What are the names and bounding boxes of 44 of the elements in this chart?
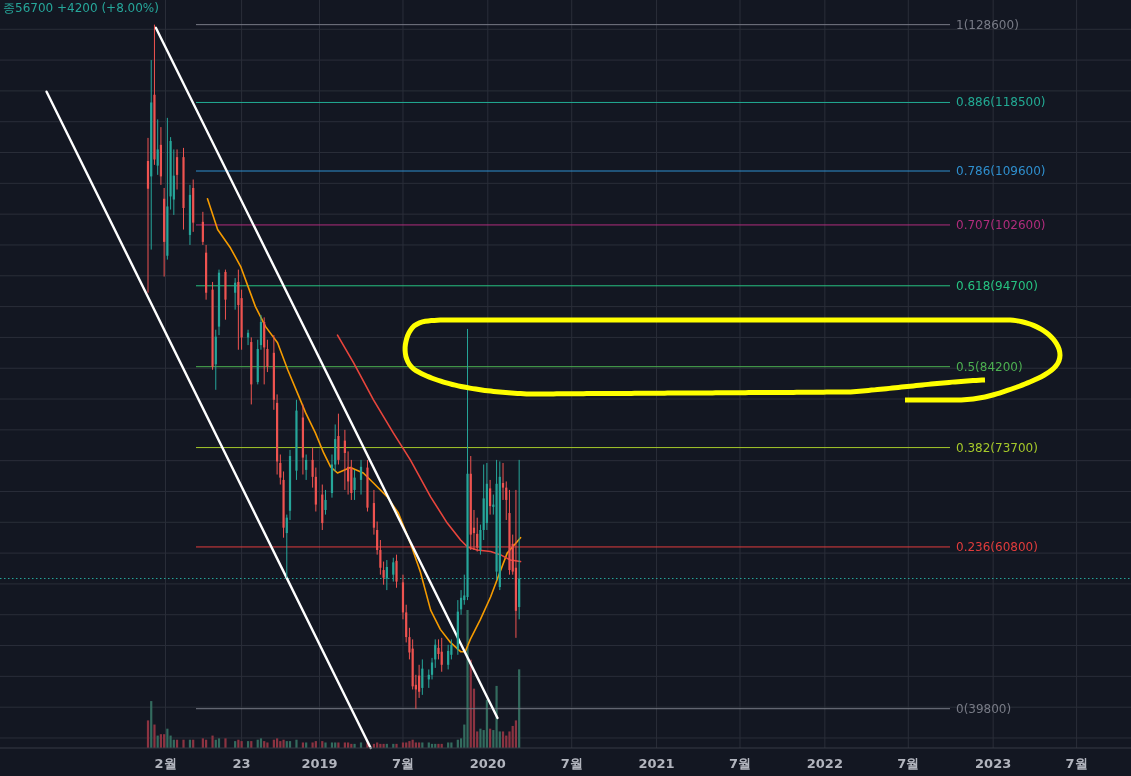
candlestick bbox=[324, 489, 327, 516]
x-tick-label: 2022 bbox=[806, 756, 843, 771]
x-tick-label: 2021 bbox=[638, 756, 675, 771]
candlestick bbox=[421, 658, 424, 696]
x-tick-label: 7월 bbox=[728, 756, 752, 771]
x-tick-label: 7월 bbox=[897, 756, 920, 771]
candlestick bbox=[337, 413, 340, 466]
bar bbox=[466, 610, 469, 748]
candlestick bbox=[175, 148, 179, 190]
x-tick-label: 7월 bbox=[560, 756, 583, 771]
candlestick bbox=[353, 469, 356, 501]
candlestick bbox=[395, 554, 398, 589]
x-tick-label: 2023 bbox=[975, 756, 1012, 771]
candlestick bbox=[305, 454, 308, 481]
bar bbox=[224, 738, 227, 748]
ref-line-label: 0(39800) bbox=[956, 701, 1012, 716]
candlestick bbox=[382, 561, 385, 586]
ref-line-label: 0.236(60800) bbox=[956, 539, 1038, 554]
candlestick bbox=[201, 211, 204, 246]
ref-line-label: 0.707(102600) bbox=[956, 217, 1046, 232]
ref-line-label: 1(128600) bbox=[956, 17, 1019, 32]
bar bbox=[153, 724, 156, 748]
ref-line-label: 0.382(73700) bbox=[956, 440, 1038, 455]
candlestick bbox=[237, 269, 240, 351]
x-tick-label: 23 bbox=[232, 756, 251, 771]
ref-line-label: 0.5(84200) bbox=[956, 359, 1023, 374]
ref-line-label: 0.786(109600) bbox=[956, 164, 1046, 179]
candlestick bbox=[359, 459, 363, 496]
ref-line-label: 0.886(118500) bbox=[956, 95, 1046, 110]
x-tick-label: 2월 bbox=[154, 756, 177, 771]
bar bbox=[295, 739, 298, 748]
chart-title: 종56700 +4200 (+8.00%) bbox=[3, 1, 159, 15]
bar bbox=[211, 735, 214, 748]
candlestick bbox=[156, 118, 159, 176]
x-tick-label: 2020 bbox=[469, 756, 506, 771]
candlestick bbox=[440, 637, 443, 673]
ref-line-label: 0.618(94700) bbox=[956, 278, 1038, 293]
x-tick-label: 7월 bbox=[391, 756, 414, 771]
x-tick-label: 7월 bbox=[1065, 756, 1088, 771]
candlestick bbox=[447, 644, 450, 670]
candlestick bbox=[501, 462, 505, 501]
candlestick bbox=[234, 277, 237, 311]
x-tick-label: 2019 bbox=[301, 756, 338, 771]
bar bbox=[182, 739, 185, 748]
